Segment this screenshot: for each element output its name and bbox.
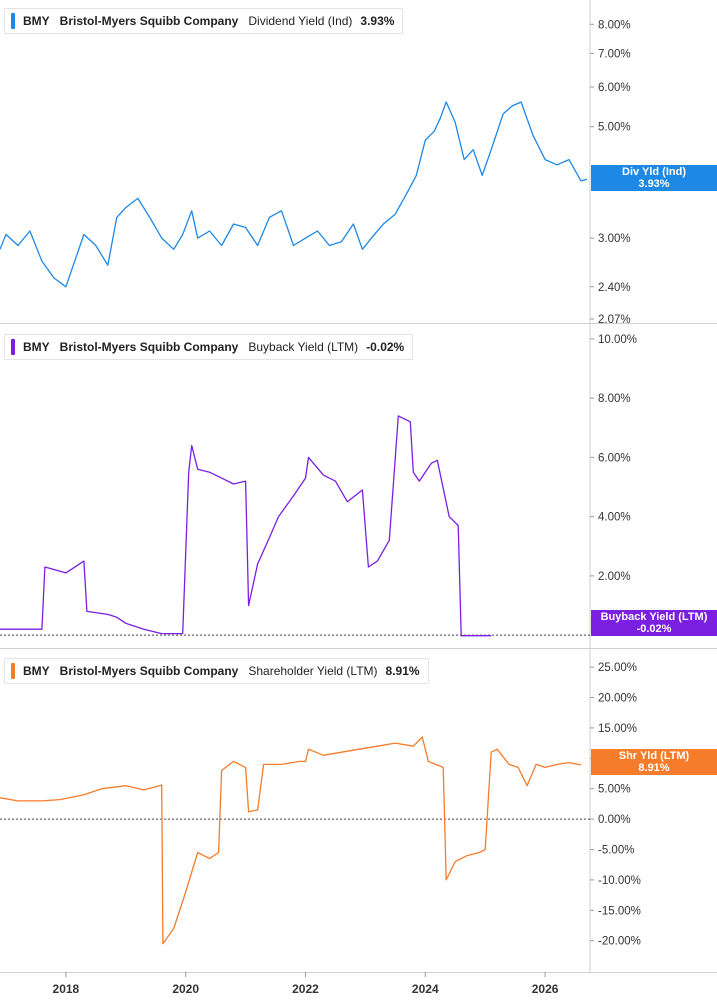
legend-company: Bristol-Myers Squibb Company	[59, 664, 239, 678]
y-tick-label: 25.00%	[598, 662, 637, 674]
y-tick-label: 6.00%	[598, 452, 631, 464]
y-tick-label: 8.00%	[598, 19, 631, 31]
series-swatch-dividend	[11, 13, 15, 29]
y-tick-label: 10.00%	[598, 334, 637, 346]
badge-value: 3.93%	[638, 178, 670, 190]
badge-buyback: Buyback Yield (LTM) -0.02%	[591, 610, 717, 636]
badge-shareholder: Shr Yld (LTM) 8.91%	[591, 749, 717, 775]
y-tick-label: 2.40%	[598, 282, 631, 294]
legend-buyback: BMY Bristol-Myers Squibb Company Buyback…	[4, 334, 414, 360]
badge-dividend: Div Yld (Ind) 3.93%	[591, 165, 717, 191]
y-tick-label: 20.00%	[598, 693, 637, 705]
y-tick-label: 5.00%	[598, 784, 631, 796]
badge-label: Div Yld (Ind)	[622, 166, 686, 178]
y-tick-label: -20.00%	[598, 936, 641, 948]
badge-label: Shr Yld (LTM)	[618, 750, 690, 762]
badge-label: Buyback Yield (LTM)	[600, 611, 708, 623]
x-tick-label: 2018	[53, 982, 80, 996]
legend-metric: Shareholder Yield (LTM)	[248, 664, 378, 678]
x-tick-label: 2024	[412, 982, 439, 996]
x-tick-label: 2020	[172, 982, 199, 996]
y-tick-label: 7.00%	[598, 48, 631, 60]
y-tick-label: 4.00%	[598, 512, 631, 524]
series-line-2	[0, 736, 582, 945]
legend-value: 8.91%	[385, 664, 420, 678]
y-tick-label: -10.00%	[598, 875, 641, 887]
legend-company: Bristol-Myers Squibb Company	[59, 14, 239, 28]
badge-value: 8.91%	[638, 762, 670, 774]
y-tick-label: 2.07%	[598, 314, 631, 326]
legend-ticker: BMY	[23, 340, 50, 354]
x-tick-label: 2026	[532, 982, 559, 996]
legend-value: 3.93%	[360, 14, 395, 28]
legend-dividend: BMY Bristol-Myers Squibb Company Dividen…	[4, 8, 404, 34]
series-swatch-buyback	[11, 339, 15, 355]
legend-metric: Dividend Yield (Ind)	[248, 14, 353, 28]
legend-metric: Buyback Yield (LTM)	[248, 340, 359, 354]
legend-value: -0.02%	[366, 340, 405, 354]
series-line-1	[0, 415, 492, 637]
y-tick-label: 2.00%	[598, 571, 631, 583]
series-swatch-shareholder	[11, 663, 15, 679]
y-tick-label: -15.00%	[598, 905, 641, 917]
y-tick-label: 5.00%	[598, 122, 631, 134]
legend-company: Bristol-Myers Squibb Company	[59, 340, 239, 354]
y-tick-label: 3.00%	[598, 233, 631, 245]
legend-shareholder: BMY Bristol-Myers Squibb Company Shareho…	[4, 658, 429, 684]
badge-value: -0.02%	[636, 623, 672, 635]
series-line-0	[0, 101, 588, 288]
y-tick-label: 0.00%	[598, 814, 631, 826]
legend-ticker: BMY	[23, 14, 50, 28]
y-tick-label: 6.00%	[598, 82, 631, 94]
y-tick-label: -5.00%	[598, 844, 634, 856]
y-tick-label: 8.00%	[598, 393, 631, 405]
y-tick-label: 15.00%	[598, 723, 637, 735]
legend-ticker: BMY	[23, 664, 50, 678]
x-tick-label: 2022	[292, 982, 319, 996]
